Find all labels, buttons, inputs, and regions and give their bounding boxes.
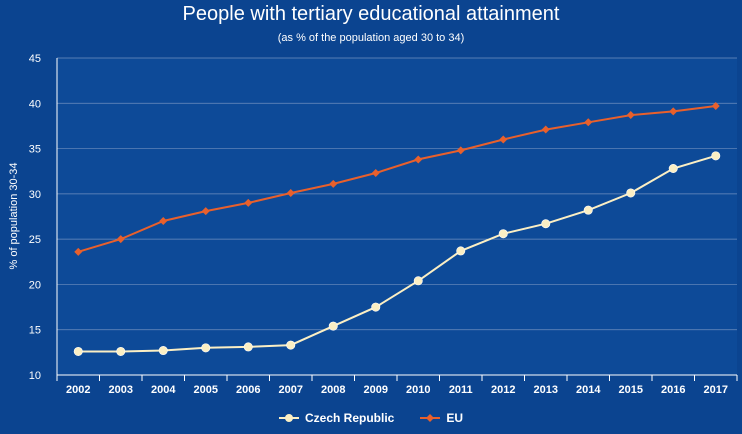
x-tick-label-2017: 2017 (704, 384, 728, 396)
data-point-czech-republic-2011 (456, 246, 466, 256)
y-tick-label-45: 45 (29, 53, 41, 65)
chart-title: People with tertiary educational attainm… (182, 3, 560, 25)
legend-swatch-czech-republic (278, 414, 299, 422)
data-point-czech-republic-2017 (711, 151, 721, 161)
x-tick-label-2011: 2011 (449, 384, 473, 396)
data-point-eu-2007 (286, 188, 295, 197)
data-point-czech-republic-2014 (583, 205, 593, 215)
plot-area (57, 58, 737, 375)
y-tick-label-25: 25 (29, 234, 41, 246)
chart-subtitle: (as % of the population aged 30 to 34) (277, 32, 465, 44)
data-point-czech-republic-2016 (668, 163, 678, 173)
x-tick-label-2004: 2004 (151, 384, 176, 396)
data-point-eu-2005 (201, 207, 210, 216)
y-tick-label-30: 30 (29, 189, 41, 201)
x-tick-label-2012: 2012 (491, 384, 515, 396)
legend-swatch-eu (420, 414, 441, 422)
data-point-eu-2015 (626, 111, 635, 120)
legend-item-eu[interactable]: EU (420, 411, 463, 425)
legend-label-eu: EU (446, 411, 464, 425)
y-tick-label-40: 40 (29, 98, 41, 110)
series-line-czech-republic (78, 154, 717, 353)
data-point-eu-2006 (244, 198, 253, 207)
series-line-eu (78, 105, 716, 253)
data-point-czech-republic-2010 (413, 276, 423, 286)
x-tick-label-2008: 2008 (321, 384, 345, 396)
data-point-eu-2013 (541, 125, 550, 134)
x-tick-label-2013: 2013 (534, 384, 558, 396)
x-tick-label-2016: 2016 (661, 384, 685, 396)
y-tick-label-15: 15 (29, 325, 41, 337)
data-point-czech-republic-2007 (286, 340, 296, 350)
data-point-czech-republic-2004 (158, 346, 168, 356)
x-tick-label-2014: 2014 (576, 384, 601, 396)
data-point-czech-republic-2008 (328, 321, 338, 331)
data-point-eu-2002 (74, 247, 83, 256)
y-tick-label-20: 20 (29, 279, 41, 291)
data-point-czech-republic-2012 (498, 229, 508, 239)
x-tick-label-2009: 2009 (364, 384, 388, 396)
data-point-eu-2016 (669, 107, 678, 116)
data-point-czech-republic-2003 (116, 346, 126, 356)
data-point-eu-2008 (329, 179, 338, 188)
x-tick-label-2010: 2010 (406, 384, 430, 396)
data-point-czech-republic-2009 (371, 302, 381, 312)
data-point-czech-republic-2002 (73, 346, 83, 356)
data-point-czech-republic-2015 (626, 188, 636, 198)
x-tick-label-2005: 2005 (194, 384, 218, 396)
data-point-czech-republic-2006 (243, 342, 253, 352)
x-tick-label-2015: 2015 (619, 384, 643, 396)
data-point-eu-2010 (414, 155, 423, 164)
x-tick-label-2003: 2003 (109, 384, 133, 396)
legend-label-czech-republic: Czech Republic (304, 411, 395, 425)
x-tick-label-2007: 2007 (279, 384, 303, 396)
x-tick-label-2002: 2002 (66, 384, 90, 396)
data-point-czech-republic-2005 (201, 343, 211, 353)
data-point-eu-2011 (456, 146, 465, 155)
data-point-eu-2003 (116, 235, 125, 244)
data-point-czech-republic-2013 (541, 219, 551, 229)
data-point-eu-2017 (711, 102, 720, 111)
legend: Czech Republic EU (0, 411, 742, 425)
data-point-eu-2009 (371, 169, 380, 178)
y-tick-label-10: 10 (29, 370, 41, 382)
y-tick-label-35: 35 (29, 144, 41, 156)
x-tick-label-2006: 2006 (236, 384, 260, 396)
data-point-eu-2014 (584, 118, 593, 127)
data-point-eu-2012 (499, 135, 508, 144)
data-point-eu-2004 (159, 217, 168, 226)
legend-item-czech-republic[interactable]: Czech Republic (278, 411, 395, 425)
